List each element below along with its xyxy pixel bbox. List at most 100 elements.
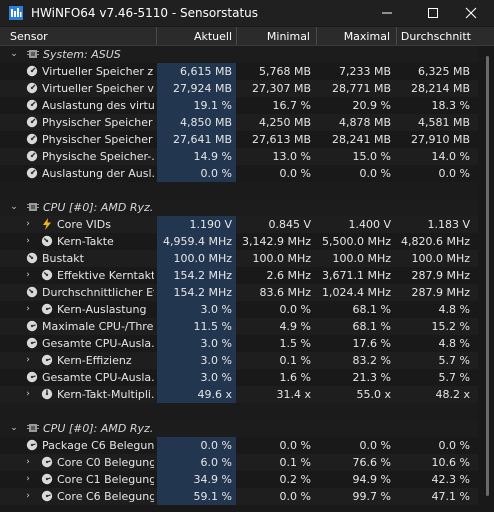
sensor-row[interactable]: Auslastung der Ausl... 0.0 % 0.0 % 0.0 % 0.0… <box>0 165 478 182</box>
max-value: 68.1 % <box>352 320 391 333</box>
memory-gauge-icon <box>26 99 38 111</box>
column-divider[interactable] <box>156 27 157 45</box>
min-value: 27,613 MB <box>251 133 311 146</box>
sensor-row[interactable]: Gesamte CPU-Ausla... 3.0 % 1.5 % 17.6 % 4.8 … <box>0 335 478 352</box>
sensor-row[interactable]: Auslastung des virtu... 19.1 % 16.7 % 20.9 … <box>0 97 478 114</box>
expand-chevron-icon[interactable]: › <box>26 457 30 467</box>
memory-gauge-icon <box>26 133 38 145</box>
expand-chevron-icon[interactable]: › <box>26 474 30 484</box>
sensor-group-header[interactable]: ⌄ System: ASUS <box>0 46 478 63</box>
sensor-row[interactable]: › Core VIDs 1.190 V 0.845 V 1.400 V 1.183 V <box>0 216 478 233</box>
column-divider[interactable] <box>236 27 237 45</box>
usage-gauge-icon <box>41 303 53 315</box>
min-value: 0.0 % <box>279 167 311 180</box>
sensor-label: Effektive Kerntakte <box>57 269 154 282</box>
max-value: 3,671.1 MHz <box>321 269 391 282</box>
sensor-label: Physische Speicher-... <box>42 150 154 163</box>
maximize-button[interactable] <box>410 0 456 26</box>
sensor-row[interactable]: Package C6 Belegung 0.0 % 0.0 % 0.0 % 0.0 % <box>0 437 478 454</box>
collapse-chevron-icon[interactable]: ⌄ <box>10 423 18 433</box>
expand-chevron-icon[interactable]: › <box>26 219 30 229</box>
sensor-group-header[interactable]: ⌄ CPU [#0]: AMD Ryz... <box>0 199 478 216</box>
min-value: 1.5 % <box>279 337 311 350</box>
sensor-row[interactable]: Durchschnittlicher Ef...154.2 MHz 83.6 MH… <box>0 284 478 301</box>
sensor-row[interactable]: › Core C0 Belegung 6.0 % 0.1 % 76.6 % 10.6 % <box>0 454 478 471</box>
close-button[interactable] <box>448 0 494 26</box>
expand-chevron-icon[interactable]: › <box>26 355 30 365</box>
sensor-label: Kern-Takt-Multipli... <box>57 388 154 401</box>
sensor-row[interactable]: Physischer Speicher ...27,641 MB 27,613 M… <box>0 131 478 148</box>
avg-value: 287.9 MHz <box>411 286 470 299</box>
min-value: 5,768 MB <box>258 65 311 78</box>
sensor-row[interactable]: Virtueller Speicher z... 6,615 MB 5,768 MB… <box>0 63 478 80</box>
avg-value: 47.1 % <box>431 490 470 503</box>
collapse-chevron-icon[interactable]: ⌄ <box>10 49 18 59</box>
max-value: 100.0 MHz <box>332 252 391 265</box>
max-value: 7,233 MB <box>338 65 391 78</box>
sensor-label: Physischer Speicher ... <box>42 116 154 129</box>
title-bar[interactable]: HWiNFO64 v7.46-5110 - Sensorstatus <box>0 0 494 26</box>
sensor-row[interactable]: Physische Speicher-... 14.9 % 13.0 % 15.0 %… <box>0 148 478 165</box>
sensor-label: Kern-Takte <box>57 235 114 248</box>
minimize-button[interactable] <box>364 0 410 26</box>
expand-chevron-icon[interactable]: › <box>26 389 30 399</box>
voltage-bolt-icon <box>41 218 53 230</box>
expand-chevron-icon[interactable]: › <box>26 304 30 314</box>
sensor-row[interactable]: › Kern-Effizienz 3.0 % 0.1 % 83.2 % 5.7 % <box>0 352 478 369</box>
column-header-minimal[interactable]: Minimal <box>266 30 310 43</box>
expand-chevron-icon[interactable]: › <box>26 491 30 501</box>
column-header-durchschnitt[interactable]: Durchschnitt <box>400 30 471 43</box>
sensor-row[interactable]: Bustakt 100.0 MHz 100.0 MHz 100.0 MHz 100.0 … <box>0 250 478 267</box>
sensor-row[interactable]: › Effektive Kerntakte 154.2 MHz 2.6 MHz 3,67… <box>0 267 478 284</box>
avg-value: 27,910 MB <box>410 133 470 146</box>
max-value: 55.0 x <box>356 388 392 401</box>
sensor-group-header[interactable]: ⌄ CPU [#0]: AMD Ryz... <box>0 420 478 437</box>
column-header-maximal[interactable]: Maximal <box>343 30 390 43</box>
avg-value: 5.7 % <box>438 371 470 384</box>
expand-chevron-icon[interactable]: › <box>26 236 30 246</box>
group-label: CPU [#0]: AMD Ryz... <box>43 422 154 435</box>
sensor-row[interactable]: Virtueller Speicher v... 27,924 MB 27,307 … <box>0 80 478 97</box>
sensor-row[interactable]: Gesamte CPU-Ausla... 3.0 % 1.6 % 21.3 % 5.7 … <box>0 369 478 386</box>
usage-gauge-icon <box>26 337 38 349</box>
column-divider[interactable] <box>316 27 317 45</box>
min-value: 3,142.9 MHz <box>241 235 311 248</box>
max-value: 17.6 % <box>352 337 391 350</box>
min-value: 83.6 MHz <box>259 286 311 299</box>
sensor-row[interactable]: Maximale CPU-/Thre... 11.5 % 4.9 % 68.1 % 15… <box>0 318 478 335</box>
current-value: 154.2 MHz <box>157 267 236 284</box>
avg-value: 42.3 % <box>431 473 470 486</box>
min-value: 0.0 % <box>279 439 311 452</box>
sensor-row[interactable]: › Kern-Takte 4,959.4 MHz 3,142.9 MHz 5,500.0… <box>0 233 478 250</box>
min-value: 1.6 % <box>279 371 311 384</box>
min-value: 27,307 MB <box>251 82 311 95</box>
sensor-label: Core C1 Belegung <box>57 473 154 486</box>
avg-value: 4,581 MB <box>417 116 470 129</box>
sensor-label: Maximale CPU-/Thre... <box>42 320 154 333</box>
sensor-row[interactable]: Physischer Speicher ...4,850 MB 4,250 MB 4… <box>0 114 478 131</box>
maximize-icon <box>428 8 438 18</box>
min-value: 13.0 % <box>272 150 311 163</box>
collapse-chevron-icon[interactable]: ⌄ <box>10 202 18 212</box>
hwinfo-app-icon <box>9 6 23 20</box>
avg-value: 4,820.6 MHz <box>400 235 470 248</box>
column-divider[interactable] <box>396 27 397 45</box>
sensor-row[interactable]: › Kern-Takt-Multipli... 49.6 x 31.4 x 55.0 x… <box>0 386 478 403</box>
sensor-row[interactable]: › Kern-Auslastung 3.0 % 0.0 % 68.1 % 4.8 % <box>0 301 478 318</box>
max-value: 0.0 % <box>359 167 391 180</box>
sensor-row[interactable]: › Core C6 Belegung 59.1 % 0.0 % 99.7 % 47.1 % <box>0 488 478 505</box>
max-value: 20.9 % <box>352 99 391 112</box>
current-value: 4,959.4 MHz <box>157 233 236 250</box>
scrollbar-thumb[interactable] <box>486 56 489 496</box>
vertical-scrollbar[interactable] <box>482 46 492 512</box>
column-header-sensor[interactable]: Sensor <box>10 30 48 43</box>
sensor-label: Auslastung des virtu... <box>42 99 154 112</box>
column-header-aktuell[interactable]: Aktuell <box>193 30 232 43</box>
sensor-row[interactable]: › Core C1 Belegung 34.9 % 0.2 % 94.9 % 42.3 % <box>0 471 478 488</box>
clock-gauge-icon <box>26 286 38 298</box>
usage-gauge-icon <box>26 439 38 451</box>
min-value: 100.0 MHz <box>252 252 311 265</box>
current-value: 100.0 MHz <box>157 250 236 267</box>
min-value: 0.1 % <box>279 456 311 469</box>
expand-chevron-icon[interactable]: › <box>26 270 30 280</box>
